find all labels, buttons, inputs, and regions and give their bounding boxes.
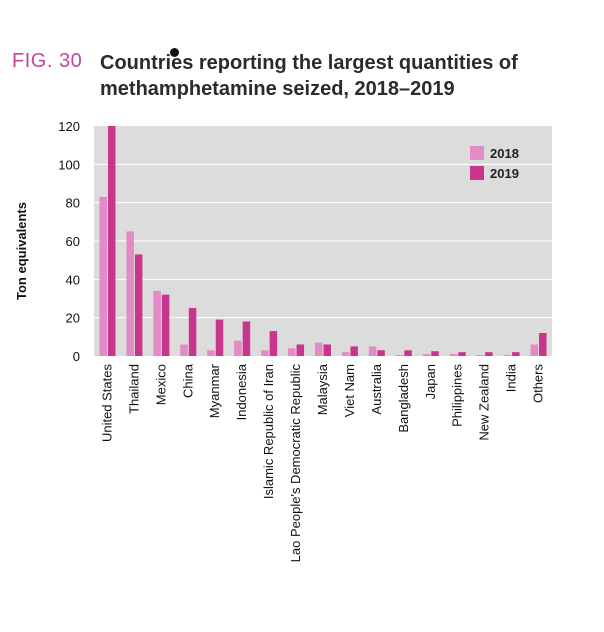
bar-2018-13 (449, 354, 458, 356)
bar-2018-16 (530, 344, 539, 356)
x-tick-label: Islamic Republic of Iran (261, 364, 276, 499)
y-tick-label: 20 (66, 311, 80, 326)
x-tick-label: India (504, 363, 519, 392)
chart-title: Countries reporting the largest quantiti… (100, 52, 518, 100)
bar-2019-0 (107, 126, 116, 356)
bar-2018-14 (476, 355, 485, 356)
x-tick-label: Japan (423, 364, 438, 399)
x-tick-label: Lao People's Democratic Republic (288, 364, 303, 563)
bar-2018-6 (261, 350, 269, 356)
bar-2019-4 (215, 319, 224, 356)
x-tick-label: Viet Nam (342, 364, 357, 417)
x-tick-label: New Zealand (477, 364, 492, 441)
bar-2018-15 (503, 355, 512, 356)
bar-2019-7 (296, 344, 305, 356)
x-tick-label: Thailand (126, 364, 141, 414)
x-tick-label: China (180, 363, 195, 398)
x-tick-label: Others (531, 364, 546, 404)
bar-2019-6 (269, 331, 278, 356)
bar-2019-15 (512, 352, 520, 356)
x-tick-label: Philippines (450, 364, 465, 427)
bar-2018-7 (288, 348, 296, 356)
x-tick-label: United States (99, 364, 114, 443)
figure-label: FIG. 30 (12, 50, 83, 72)
y-tick-label: 80 (66, 196, 80, 211)
y-tick-label: 120 (58, 119, 80, 134)
bar-2018-1 (126, 231, 134, 356)
y-tick-label: 100 (58, 157, 80, 172)
bar-2018-0 (99, 196, 107, 356)
bar-2018-4 (207, 350, 215, 356)
x-tick-label: Indonesia (234, 363, 249, 420)
legend-swatch-2018 (470, 146, 484, 160)
bar-2019-1 (134, 254, 143, 356)
y-tick-label: 40 (66, 272, 80, 287)
y-axis-title: Ton equivalents (14, 202, 29, 300)
y-tick-label: 60 (66, 234, 80, 249)
x-tick-label: Malaysia (315, 363, 330, 415)
x-tick-label: Bangladesh (396, 364, 411, 433)
x-tick-label: Mexico (153, 364, 168, 405)
cursor-dot (170, 48, 179, 57)
bar-2018-10 (368, 346, 377, 356)
bar-2018-5 (234, 340, 242, 356)
legend-label-2019: 2019 (490, 166, 519, 181)
bar-2019-11 (404, 350, 412, 356)
bar-2019-13 (458, 352, 466, 356)
bar-2019-3 (188, 308, 197, 356)
bar-2018-2 (153, 290, 161, 356)
y-tick-label: 0 (73, 349, 80, 364)
bar-2019-14 (485, 352, 493, 356)
bar-2019-8 (323, 344, 331, 356)
bar-2019-2 (161, 294, 170, 356)
legend-swatch-2019 (470, 166, 484, 180)
bar-2019-9 (350, 346, 358, 356)
bar-2018-9 (341, 352, 350, 356)
bar-2019-16 (539, 333, 547, 356)
x-tick-label: Myanmar (207, 363, 222, 418)
bar-2018-12 (422, 354, 431, 356)
bar-2019-5 (242, 321, 251, 356)
bar-2018-3 (180, 344, 188, 356)
bar-2018-11 (395, 355, 404, 356)
bar-2019-12 (431, 351, 439, 356)
legend-label-2018: 2018 (490, 146, 519, 161)
bar-2019-10 (377, 350, 385, 356)
bar-2018-8 (315, 342, 323, 356)
x-tick-label: Australia (369, 363, 384, 414)
